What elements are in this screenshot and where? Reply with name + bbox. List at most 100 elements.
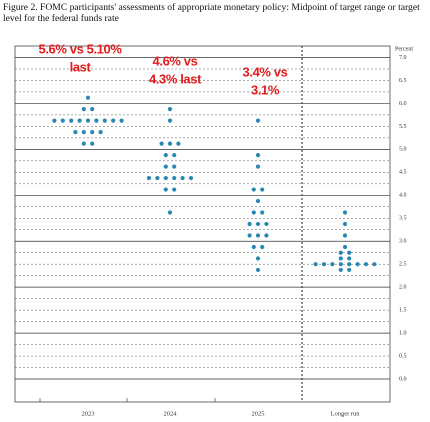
dot — [188, 175, 194, 181]
dot — [81, 130, 86, 135]
annotation: 4.6% vs — [153, 53, 198, 68]
y-tick-label: 6.5 — [399, 78, 407, 84]
dot — [176, 141, 181, 146]
plot-frame — [14, 45, 391, 403]
y-tick-label: 5.5 — [399, 124, 407, 130]
y-tick-label: 3.0 — [399, 239, 407, 245]
y-tick-label: 4.0 — [399, 193, 407, 199]
dot — [163, 164, 168, 169]
dot — [355, 262, 360, 267]
dot — [255, 267, 261, 273]
dot — [363, 262, 369, 267]
dot — [313, 262, 318, 267]
dot — [167, 118, 173, 123]
dot — [167, 141, 173, 146]
y-tick-label: 7.0 — [399, 55, 407, 61]
dot — [146, 175, 152, 181]
dot — [52, 118, 57, 123]
y-tick-label: 0.5 — [399, 353, 407, 359]
dot — [81, 107, 86, 112]
dot — [167, 107, 173, 112]
dot — [255, 118, 261, 123]
dot — [119, 118, 124, 123]
dot — [94, 118, 99, 123]
y-tick-label: 2.0 — [399, 285, 407, 291]
dot — [321, 262, 327, 267]
dot — [255, 198, 261, 204]
dot — [342, 210, 348, 215]
dot — [342, 233, 348, 238]
y-tick-label: 1.5 — [399, 308, 407, 314]
dot — [342, 244, 348, 250]
x-tick-label: 2024 — [164, 410, 178, 417]
chart-title: Figure 2. FOMC participants' assessments… — [3, 2, 420, 24]
x-tick-label: 2023 — [82, 410, 95, 417]
dot — [260, 244, 265, 250]
dot — [172, 164, 177, 169]
dot — [338, 256, 343, 261]
y-axis-label: Percent — [395, 46, 413, 52]
x-tick-label: Longer run — [330, 410, 360, 417]
y-tick-label: 2.5 — [399, 262, 407, 268]
annotation: 3.4% vs — [243, 64, 288, 79]
y-tick-label: 4.5 — [399, 170, 407, 176]
x-tick-label: 2025 — [252, 410, 265, 417]
dot — [255, 233, 261, 238]
dot — [111, 118, 116, 123]
dot — [85, 118, 91, 123]
dot — [347, 262, 352, 267]
dot — [163, 152, 168, 158]
dot — [85, 95, 91, 100]
dot — [167, 210, 173, 215]
dot — [172, 187, 177, 192]
dot — [255, 256, 261, 261]
annotation: 5.6% vs 5.10% — [39, 41, 123, 56]
dot — [260, 210, 265, 215]
dot — [77, 118, 82, 123]
dot — [330, 262, 335, 267]
dot — [338, 262, 343, 267]
dot — [159, 141, 164, 146]
dot — [255, 221, 261, 227]
y-tick-label: 6.0 — [399, 101, 407, 107]
dot — [255, 152, 261, 158]
annotation: 4.3% last — [149, 71, 202, 86]
dot — [347, 256, 352, 261]
dot — [69, 118, 74, 123]
y-tick-label: 3.5 — [399, 216, 407, 222]
dot — [255, 164, 261, 169]
dot — [251, 244, 256, 250]
y-tick-label: 0.0 — [399, 376, 407, 382]
dot — [102, 118, 107, 123]
annotation: last — [70, 59, 92, 74]
dot — [260, 187, 265, 192]
dot — [81, 141, 86, 146]
dot — [251, 187, 256, 192]
dot — [372, 262, 377, 267]
y-tick-label: 1.0 — [399, 330, 407, 336]
annotation: 3.1% — [251, 82, 280, 97]
dot — [247, 233, 252, 238]
dot — [90, 141, 95, 146]
dot — [73, 130, 78, 135]
dot — [163, 175, 168, 181]
dot — [342, 221, 348, 227]
dot — [264, 221, 269, 227]
dot — [163, 187, 168, 192]
dot — [347, 250, 352, 255]
dot — [251, 210, 256, 215]
dot — [180, 175, 185, 181]
y-tick-label: 5.0 — [399, 147, 407, 153]
dot — [247, 221, 252, 227]
dot — [172, 175, 177, 181]
dot — [90, 107, 95, 112]
dot — [264, 233, 269, 238]
dot — [98, 130, 103, 135]
dot — [155, 175, 160, 181]
dot — [338, 267, 343, 273]
dot — [338, 250, 343, 255]
dot — [90, 130, 95, 135]
dot — [60, 118, 65, 123]
